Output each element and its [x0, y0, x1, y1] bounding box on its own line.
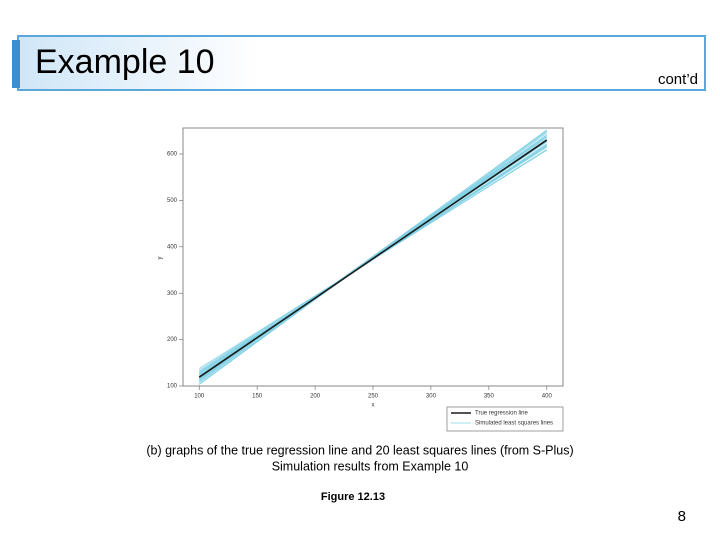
y-tick-label: 500 — [167, 198, 178, 204]
y-tick-label: 200 — [167, 337, 178, 343]
y-tick-label: 400 — [167, 244, 178, 250]
header-note: cont’d — [658, 71, 698, 88]
x-tick-label: 300 — [426, 394, 437, 400]
legend-box — [446, 406, 564, 432]
figure-label: Figure 12.13 — [321, 491, 385, 503]
x-tick-label: 400 — [542, 394, 553, 400]
header-box — [17, 35, 706, 91]
y-axis-label: y — [158, 257, 164, 260]
y-tick-label: 600 — [167, 152, 178, 158]
x-tick-label: 350 — [484, 394, 495, 400]
plot-area — [198, 129, 548, 385]
header-title: Example 10 — [35, 43, 215, 81]
page-number: 8 — [678, 508, 686, 525]
header-accent — [12, 40, 20, 88]
x-tick-label: 250 — [368, 394, 379, 400]
x-axis-label: x — [372, 403, 375, 409]
x-tick-label: 100 — [194, 394, 205, 400]
legend-label: Simulated least squares lines — [475, 421, 553, 427]
legend-label: True regression line — [475, 411, 528, 417]
caption-line: (b) graphs of the true regression line a… — [146, 443, 573, 457]
y-tick-label: 300 — [167, 291, 178, 297]
x-tick-label: 150 — [252, 394, 263, 400]
y-tick-label: 100 — [167, 384, 178, 390]
true-line — [198, 139, 548, 378]
caption-line: Simulation results from Example 10 — [272, 459, 469, 473]
simulated-line — [199, 129, 547, 385]
x-tick-label: 200 — [310, 394, 321, 400]
